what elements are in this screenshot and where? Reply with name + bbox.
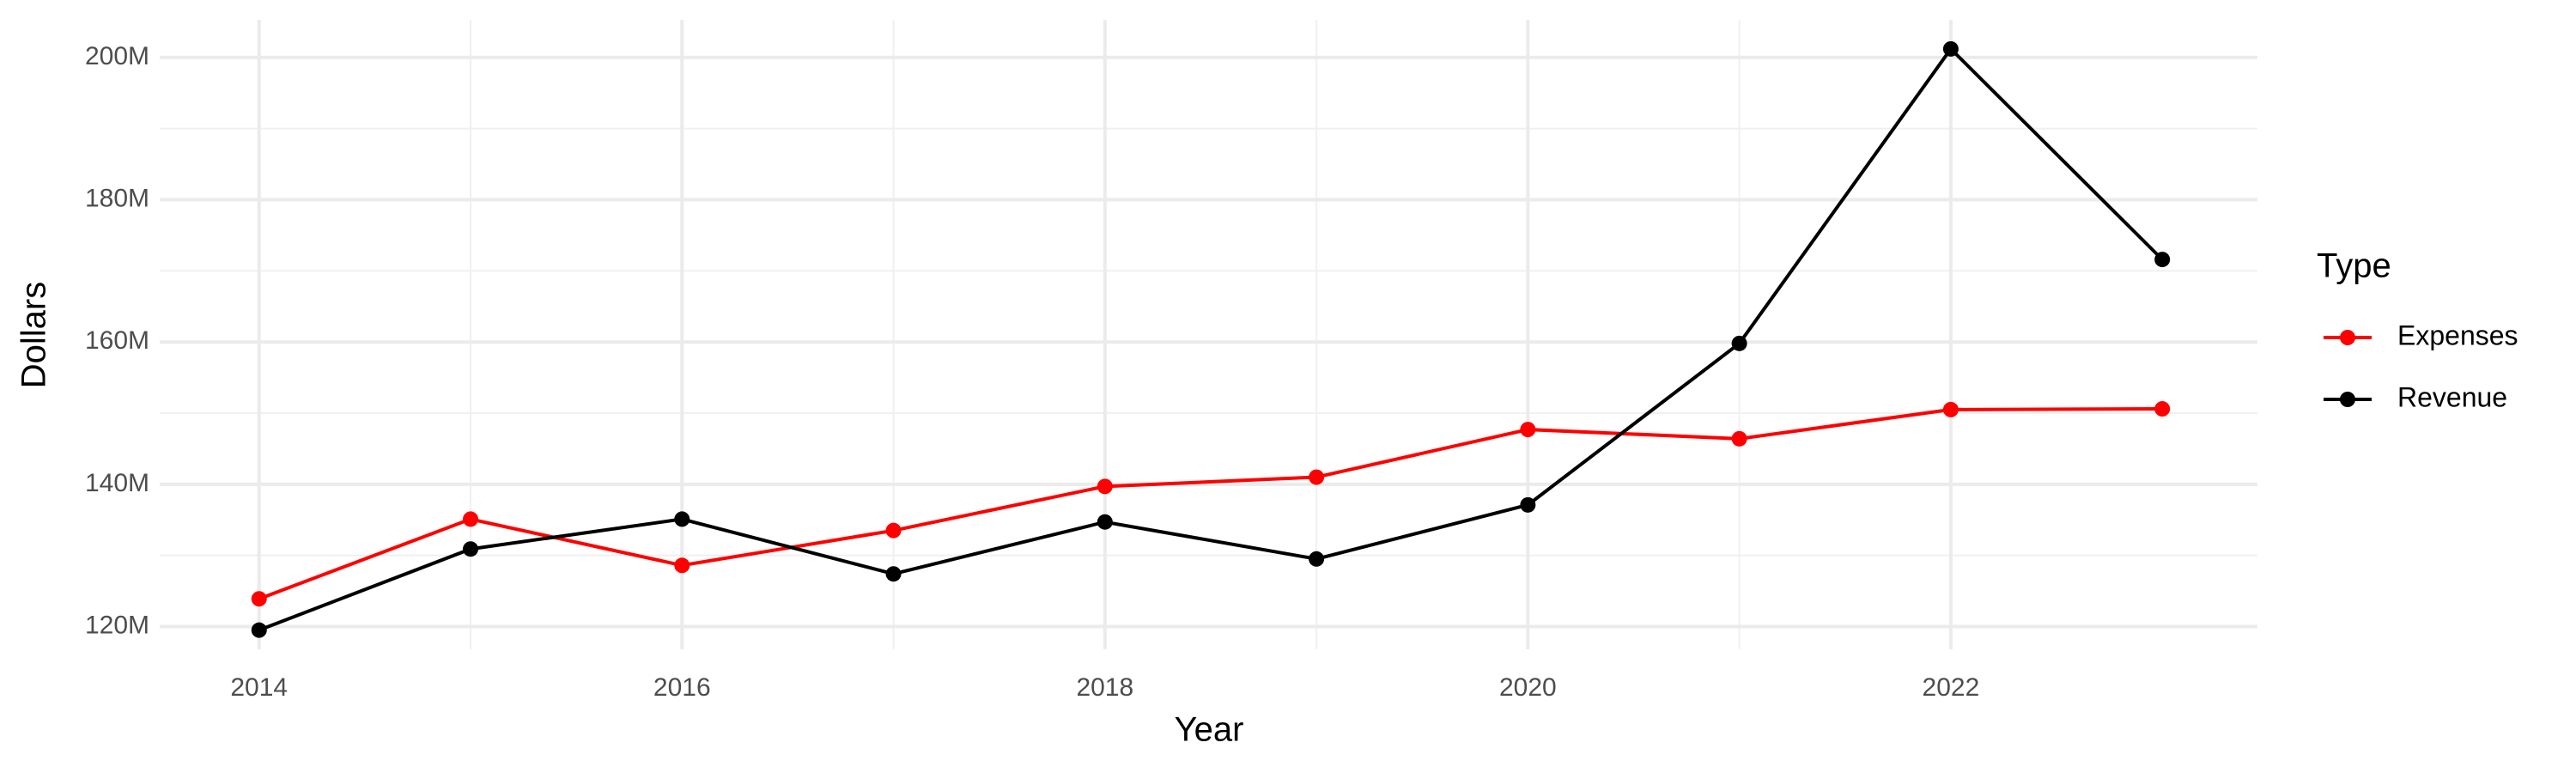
- y-tick-label: 160M: [85, 326, 149, 355]
- x-axis-title: Year: [1175, 711, 1244, 749]
- y-tick-label: 140M: [85, 469, 149, 497]
- data-point: [1520, 422, 1536, 438]
- data-point: [674, 511, 690, 527]
- x-tick-label: 2020: [1499, 673, 1557, 702]
- data-point: [1942, 401, 1959, 417]
- series-line: [258, 46, 2164, 632]
- data-point: [463, 541, 479, 557]
- data-point: [251, 591, 267, 607]
- data-point: [1097, 478, 1113, 495]
- y-tick-label: 180M: [85, 184, 149, 212]
- data-point: [1520, 496, 1536, 513]
- data-point: [885, 522, 902, 539]
- data-point: [1731, 335, 1747, 351]
- legend-key-point: [2340, 330, 2355, 345]
- data-point: [1731, 430, 1747, 447]
- data-point: [2154, 252, 2171, 268]
- data-point: [1097, 514, 1113, 530]
- data-point: [2154, 401, 2171, 417]
- x-tick-label: 2022: [1923, 673, 1980, 702]
- x-tick-label: 2018: [1076, 673, 1133, 702]
- x-tick-label: 2014: [230, 673, 288, 702]
- y-tick-label: 200M: [85, 42, 149, 70]
- legend-key-point: [2340, 392, 2355, 407]
- data-point: [1309, 551, 1325, 567]
- legend-title: Type: [2317, 247, 2391, 285]
- y-axis-title: Dollars: [15, 282, 53, 388]
- data-point: [463, 511, 479, 527]
- data-point: [885, 566, 902, 582]
- x-tick-label: 2016: [653, 673, 711, 702]
- data-point: [1309, 469, 1325, 485]
- legend-label: Revenue: [2397, 381, 2507, 412]
- legend-label: Expenses: [2397, 320, 2518, 350]
- data-point: [1942, 40, 1959, 57]
- data-point: [251, 622, 267, 638]
- y-tick-label: 120M: [85, 611, 149, 639]
- series-line: [258, 407, 2163, 601]
- data-point: [674, 557, 690, 574]
